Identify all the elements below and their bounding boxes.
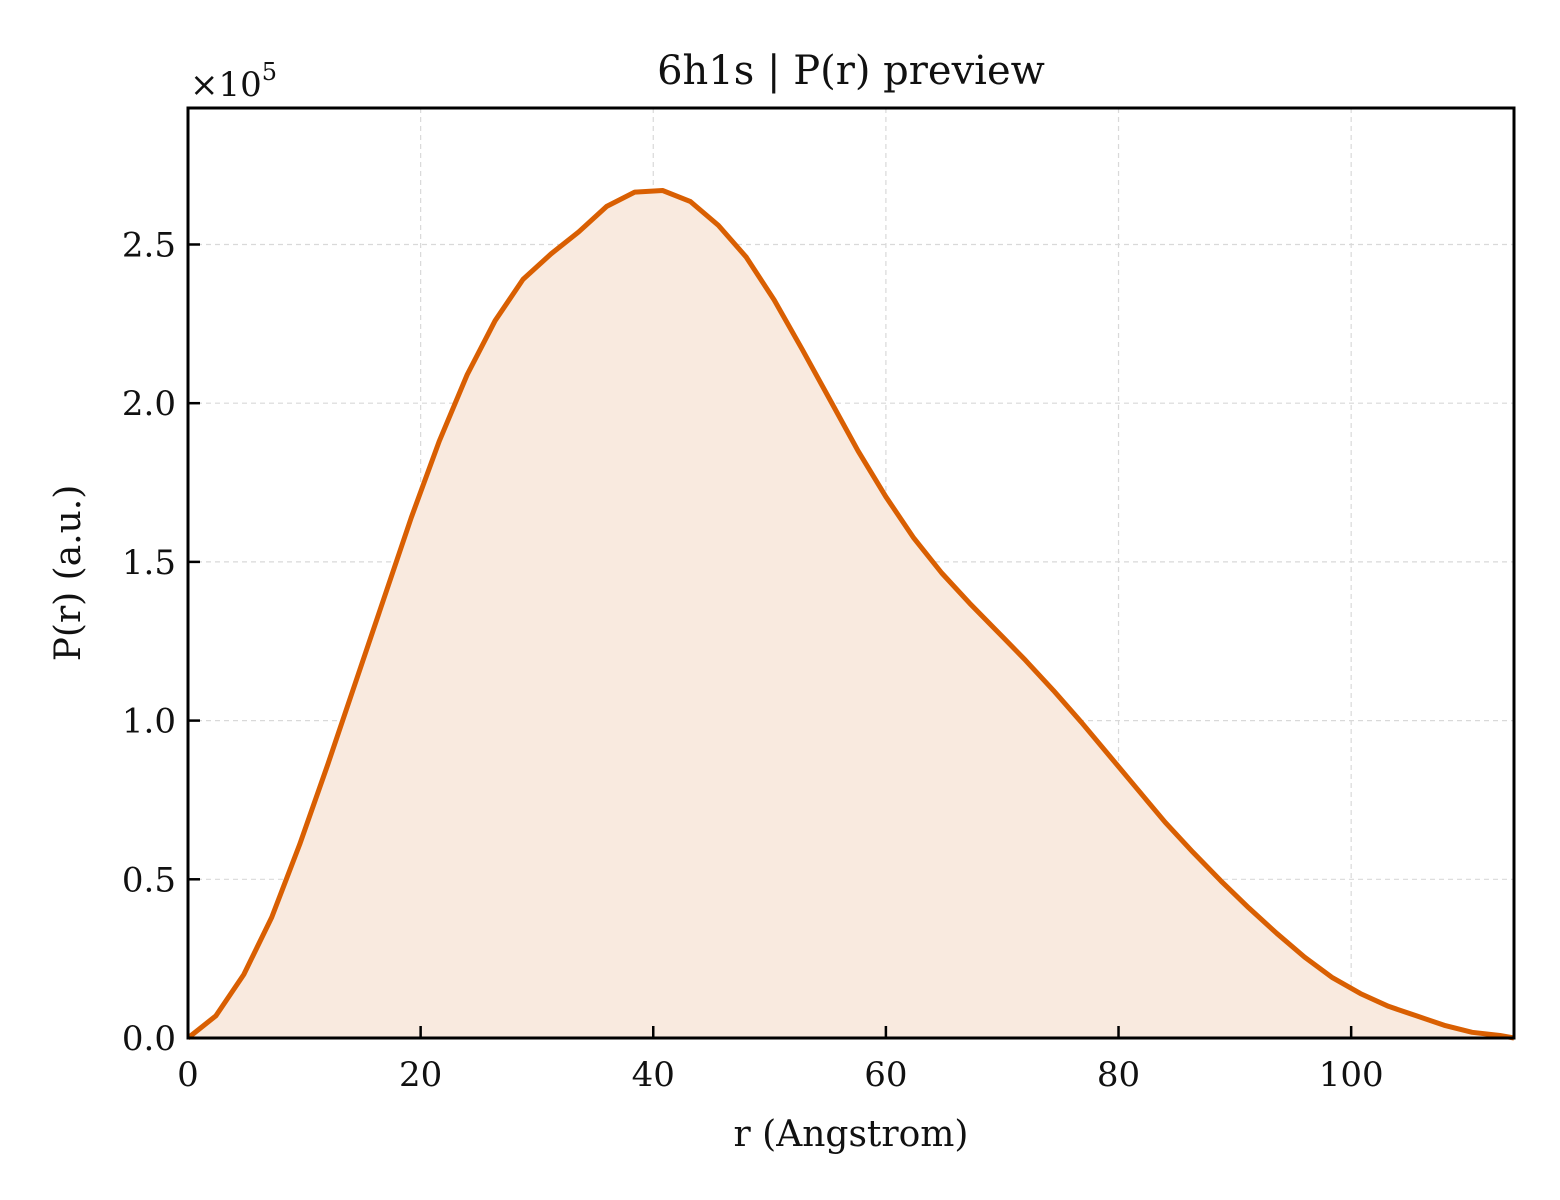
- x-tick-label: 20: [399, 1055, 442, 1095]
- chart-title: 6h1s | P(r) preview: [657, 48, 1045, 94]
- y-scale-exponent: 5: [262, 58, 277, 86]
- y-tick-label: 2.5: [122, 225, 176, 265]
- y-axis-label: P(r) (a.u.): [48, 485, 89, 662]
- y-tick-label: 0.0: [122, 1019, 176, 1059]
- x-tick-label: 80: [1097, 1055, 1140, 1095]
- x-axis-label: r (Angstrom): [734, 1114, 969, 1155]
- series-line: [186, 188, 1515, 1041]
- ticks: 0 20 40 60 80 100 0.0 0.5 1.0 1.5 2.0 2.5: [122, 225, 1384, 1095]
- y-scale-factor: ×105: [190, 58, 277, 105]
- plot-frame: [186, 106, 1516, 1040]
- y-tick-label: 1.0: [122, 702, 176, 742]
- series-area: [188, 190, 1514, 1038]
- x-tick-label: 60: [864, 1055, 907, 1095]
- x-tick-label: 40: [632, 1055, 675, 1095]
- y-scale-base: ×10: [190, 65, 262, 105]
- x-tick-label: 0: [177, 1055, 199, 1095]
- y-tick-label: 0.5: [122, 860, 176, 900]
- y-tick-label: 1.5: [122, 543, 176, 583]
- x-tick-label: 100: [1319, 1055, 1384, 1095]
- y-tick-label: 2.0: [122, 384, 176, 424]
